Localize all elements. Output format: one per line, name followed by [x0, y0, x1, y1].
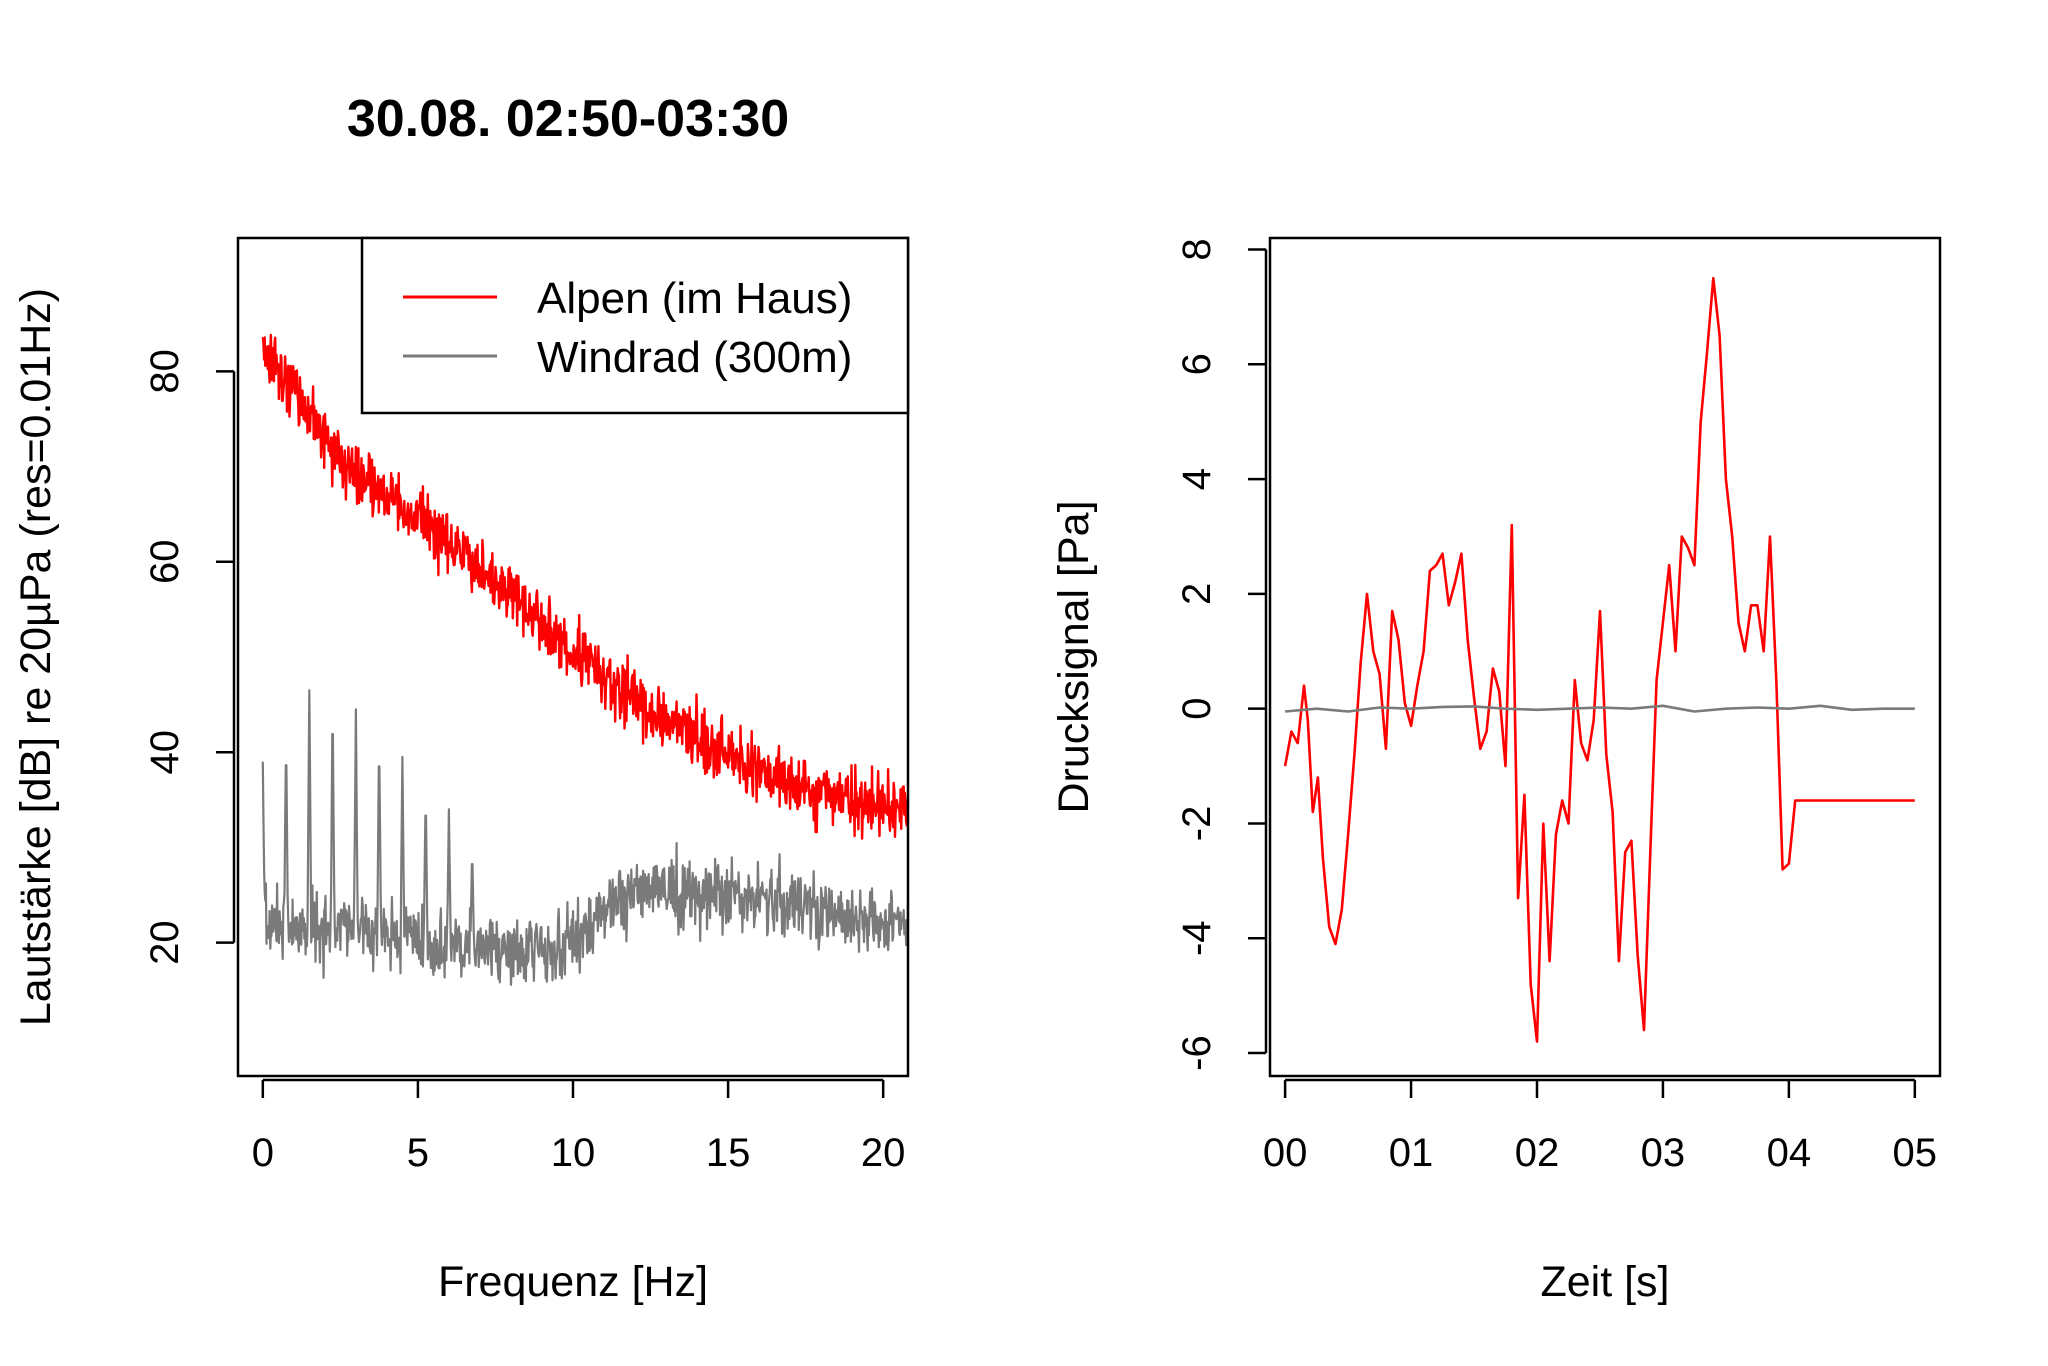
- time-signal-y-tick-label: 6: [1175, 353, 1219, 375]
- spectrum-y-tick-label: 60: [143, 540, 187, 585]
- time-signal-y-tick-label: -4: [1175, 920, 1219, 956]
- spectrum-series-group: [261, 333, 910, 987]
- spectrum-y-axis: 20 40 60 80: [143, 349, 236, 965]
- spectrum-y-tick-label: 40: [143, 730, 187, 775]
- time-signal-x-tick-label: 03: [1641, 1131, 1686, 1175]
- legend-box: [360, 236, 910, 415]
- spectrum-x-tick-label: 20: [861, 1131, 906, 1175]
- time-signal-x-axis: 00 01 02 03 04 05: [1263, 1078, 1938, 1175]
- time-signal-y-tick-label: -2: [1175, 806, 1219, 842]
- time-signal-y-tick-label: 2: [1175, 583, 1219, 605]
- spectrum-y-tick-label: 20: [143, 920, 187, 965]
- time-signal-y-tick-label: -6: [1175, 1035, 1219, 1071]
- time-signal-x-tick-label: 05: [1893, 1131, 1938, 1175]
- time-signal-y-tick-label: 8: [1175, 238, 1219, 260]
- spectrum-x-tick-label: 5: [407, 1131, 429, 1175]
- spectrum-x-tick-label: 15: [706, 1131, 751, 1175]
- spectrum-x-tick-label: 0: [252, 1131, 274, 1175]
- figure-title: 30.08. 02:50-03:30: [347, 90, 789, 148]
- series-line-windrad: [261, 689, 910, 987]
- series-line-alpen: [261, 333, 910, 840]
- time-signal-y-tick-label: 0: [1175, 698, 1219, 720]
- time-signal-x-tick-label: 04: [1767, 1131, 1812, 1175]
- spectrum-x-tick-label: 10: [551, 1131, 596, 1175]
- time-signal-x-axis-label: Zeit [s]: [1540, 1258, 1669, 1306]
- signal-line-alpen: [1283, 276, 1915, 1043]
- spectrum-y-axis-label: Lautstärke [dB] re 20µPa (res=0.01Hz): [12, 288, 60, 1026]
- time-signal-y-tick-label: 4: [1175, 468, 1219, 490]
- signal-line-windrad: [1284, 704, 1915, 713]
- spectrum-panel: 0 5 10 15 20 20 40 60 80 Frequenz [Hz] Lautstär…: [12, 236, 910, 1306]
- time-signal-x-tick-label: 01: [1389, 1131, 1434, 1175]
- time-signal-y-axis-label: Drucksignal [Pa]: [1050, 500, 1098, 813]
- time-signal-x-tick-label: 00: [1263, 1131, 1308, 1175]
- spectrum-legend: Alpen (im Haus) Windrad (300m): [360, 236, 910, 415]
- time-signal-y-axis: -6 -4 -2 0 2 4 6 8: [1175, 238, 1268, 1071]
- time-signal-plot-frame: [1268, 236, 1942, 1078]
- time-signal-series-group: [1283, 276, 1915, 1043]
- spectrum-x-axis: 0 5 10 15 20: [252, 1078, 906, 1175]
- legend-label-alpen: Alpen (im Haus): [537, 274, 852, 323]
- spectrum-x-axis-label: Frequenz [Hz]: [438, 1258, 708, 1306]
- legend-label-windrad: Windrad (300m): [537, 333, 852, 382]
- spectrum-y-tick-label: 80: [143, 349, 187, 394]
- time-signal-x-tick-label: 02: [1515, 1131, 1560, 1175]
